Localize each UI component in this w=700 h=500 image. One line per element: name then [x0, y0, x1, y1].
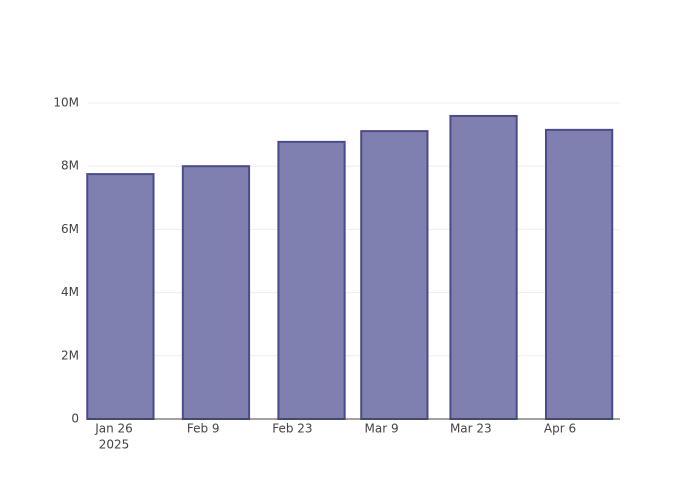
x-tick-label: Apr 6: [544, 422, 576, 436]
x-tick-label: Feb 9: [187, 422, 220, 436]
y-tick-label: 6M: [61, 222, 79, 236]
y-tick-label: 10M: [53, 96, 79, 110]
bar: [86, 173, 155, 420]
bar: [360, 130, 429, 420]
x-tick-label: Mar 23: [450, 422, 492, 436]
y-tick-label: 8M: [61, 159, 79, 173]
bar: [544, 128, 614, 421]
x-tick-label: Jan 26: [94, 422, 133, 436]
y-tick-label: 2M: [61, 348, 79, 362]
x-tick-year: 2025: [99, 438, 130, 452]
y-tick-label: 4M: [61, 285, 79, 299]
bar: [449, 114, 518, 421]
bar: [277, 140, 346, 420]
y-tick-label: 0: [71, 412, 79, 426]
x-tick-label: Mar 9: [365, 422, 399, 436]
x-tick-label: Feb 23: [272, 422, 312, 436]
bar: [181, 165, 251, 420]
